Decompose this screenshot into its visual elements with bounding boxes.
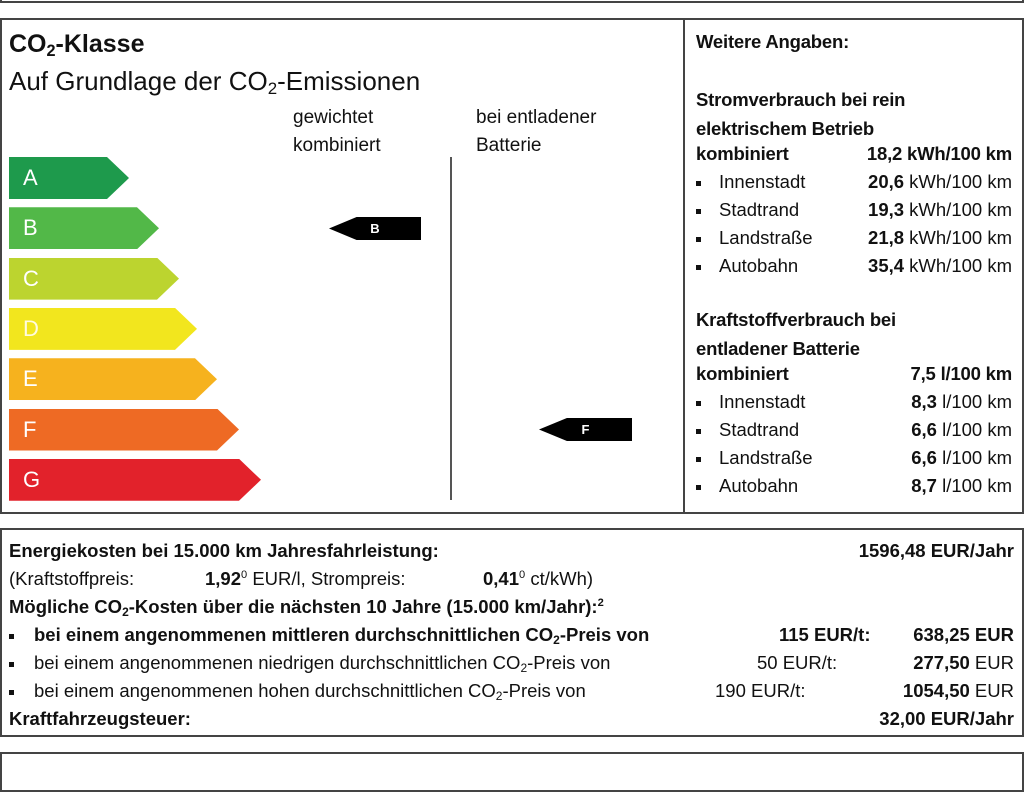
bullet-icon — [696, 208, 701, 214]
co2-class-title: CO2-Klasse — [9, 30, 145, 61]
column-weighted-header: gewichtet kombiniert — [293, 107, 381, 156]
consumption-item: Stadtrand 19,3 kWh/100 km — [696, 199, 1016, 221]
bullet-icon — [696, 236, 701, 242]
energy-costs-row: Energiekosten bei 15.000 km Jahresfahrle… — [9, 540, 1014, 561]
column-separator — [450, 157, 452, 500]
further-info-title: Weitere Angaben: — [696, 31, 850, 52]
item-label: Stadtrand — [719, 199, 800, 220]
electric-title: Stromverbrauch bei rein elektrischem Bet… — [696, 89, 906, 139]
consumption-item: Autobahn 8,7 l/100 km — [696, 475, 1016, 497]
co2-price: 115 EUR/t: — [779, 624, 871, 645]
consumption-item: Autobahn 35,4 kWh/100 km — [696, 255, 1016, 277]
item-value: 6,6 — [911, 419, 937, 440]
bullet-icon — [696, 400, 701, 406]
co2-class-bar-d: D — [9, 308, 197, 350]
vehicle-tax-row: Kraftfahrzeugsteuer: 32,00 EUR/Jahr — [9, 708, 1014, 729]
top-box-edge — [0, 0, 1024, 3]
consumption-item: Innenstadt 8,3 l/100 km — [696, 391, 1016, 413]
co2-class-bar-f: F — [9, 409, 239, 451]
consumption-item: Landstraße 21,8 kWh/100 km — [696, 227, 1016, 249]
item-unit: l/100 km — [936, 447, 1012, 468]
costs-box — [0, 528, 1024, 737]
consumption-item: Stadtrand 6,6 l/100 km — [696, 419, 1016, 441]
bullet-icon — [696, 180, 701, 186]
bullet-icon — [696, 428, 701, 434]
item-value: 35,4 — [868, 255, 905, 276]
item-unit: kWh/100 km — [904, 171, 1012, 192]
item-value: 6,6 — [911, 447, 937, 468]
item-label: Landstraße — [719, 447, 813, 468]
consumption-item: Innenstadt 20,6 kWh/100 km — [696, 171, 1016, 193]
item-value: 20,6 — [868, 171, 905, 192]
bullet-icon — [9, 633, 14, 639]
price-row: (Kraftstoffpreis: 1,920 EUR/l, Stromprei… — [9, 568, 594, 589]
co2-cost-value: 1054,50 — [902, 680, 970, 701]
electric-combined: kombiniert 18,2 kWh/100 km — [696, 143, 1012, 164]
co2-cost-value: 638,25 — [913, 624, 970, 645]
co2-cost-scenario: bei einem angenommenen niedrigen durchsc… — [9, 652, 1014, 675]
co2-class-bar-a: A — [9, 157, 129, 199]
item-unit: kWh/100 km — [904, 199, 1012, 220]
item-value: 8,7 — [911, 475, 937, 496]
co2-class-bar-c: C — [9, 258, 179, 300]
bullet-icon — [9, 661, 14, 667]
item-value: 19,3 — [868, 199, 905, 220]
co2-price: 50 EUR/t: — [757, 652, 838, 673]
item-unit: kWh/100 km — [904, 255, 1012, 276]
footnote-box — [0, 752, 1024, 792]
item-label: Autobahn — [719, 475, 799, 496]
co2-label-main-box — [0, 18, 1024, 514]
item-label: Autobahn — [719, 255, 799, 276]
item-label: Innenstadt — [719, 171, 806, 192]
item-value: 8,3 — [911, 391, 937, 412]
consumption-item: Landstraße 6,6 l/100 km — [696, 447, 1016, 469]
discharged-class-indicator: F — [539, 418, 632, 441]
co2-cost-scenario: bei einem angenommenen hohen durchschnit… — [9, 680, 1014, 703]
weighted-class-indicator: B — [329, 217, 421, 240]
bullet-icon — [9, 689, 14, 695]
item-unit: kWh/100 km — [904, 227, 1012, 248]
co2-costs-heading: Mögliche CO2-Kosten über die nächsten 10… — [9, 596, 604, 619]
item-label: Innenstadt — [719, 391, 806, 412]
bullet-icon — [696, 484, 701, 490]
co2-class-bar-e: E — [9, 358, 217, 400]
column-discharged-header: bei entladener Batterie — [476, 107, 597, 156]
co2-cost-scenario: bei einem angenommenen mittleren durchsc… — [9, 624, 1014, 647]
item-label: Stadtrand — [719, 419, 800, 440]
item-unit: l/100 km — [936, 391, 1012, 412]
bullet-icon — [696, 264, 701, 270]
bullet-icon — [696, 456, 701, 462]
item-unit: l/100 km — [936, 475, 1012, 496]
co2-cost-value: 277,50 — [913, 652, 970, 673]
item-value: 21,8 — [868, 227, 905, 248]
co2-class-bar-b: B — [9, 207, 159, 249]
co2-class-subtitle: Auf Grundlage der CO2-Emissionen — [9, 66, 421, 99]
item-unit: l/100 km — [936, 419, 1012, 440]
co2-price: 190 EUR/t: — [715, 680, 806, 701]
co2-class-bar-g: G — [9, 459, 261, 501]
fuel-title: Kraftstoffverbrauch bei entladener Batte… — [696, 309, 896, 359]
panel-divider — [683, 18, 685, 514]
fuel-combined: kombiniert 7,5 l/100 km — [696, 363, 1012, 384]
item-label: Landstraße — [719, 227, 813, 248]
